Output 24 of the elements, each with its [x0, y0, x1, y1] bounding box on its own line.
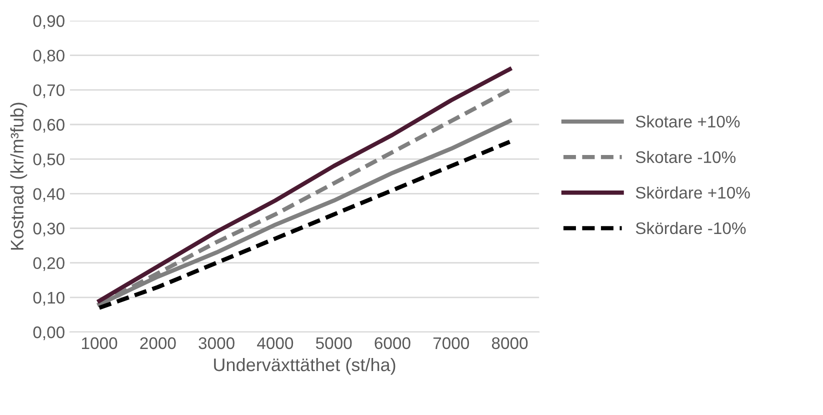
- y-tick-label: 0,20: [33, 257, 64, 272]
- x-tick-label: 4000: [257, 337, 294, 350]
- x-tick-label: 6000: [374, 337, 410, 350]
- y-axis-title: Kostnad (kr/m³fub): [10, 102, 28, 250]
- y-tick-label: 0,50: [33, 153, 64, 168]
- x-tick-label: 1000: [82, 337, 118, 350]
- legend-label: Skotare -10%: [636, 150, 736, 164]
- x-tick-label: 3000: [198, 337, 234, 350]
- y-tick-label: 0,30: [33, 222, 64, 236]
- y-tick-label: 0,00: [33, 326, 64, 340]
- legend-label: Skotare +10%: [636, 115, 740, 128]
- y-tick-label: 0,80: [33, 50, 64, 64]
- y-tick-label: 0,10: [33, 292, 64, 306]
- x-tick-label: 2000: [140, 337, 176, 350]
- y-tick-label: 0,70: [33, 84, 64, 98]
- legend-label: Skördare +10%: [636, 186, 750, 199]
- x-tick-label: 7000: [433, 337, 469, 350]
- x-tick-label: 8000: [492, 337, 528, 350]
- y-tick-label: 0,40: [33, 188, 64, 202]
- legend-label: Skördare -10%: [636, 222, 746, 234]
- y-tick-label: 0,90: [33, 15, 64, 29]
- x-axis-title: Underväxttäthet (st/ha): [214, 358, 396, 375]
- x-tick-label: 5000: [316, 337, 352, 350]
- y-tick-label: 0,60: [33, 118, 64, 133]
